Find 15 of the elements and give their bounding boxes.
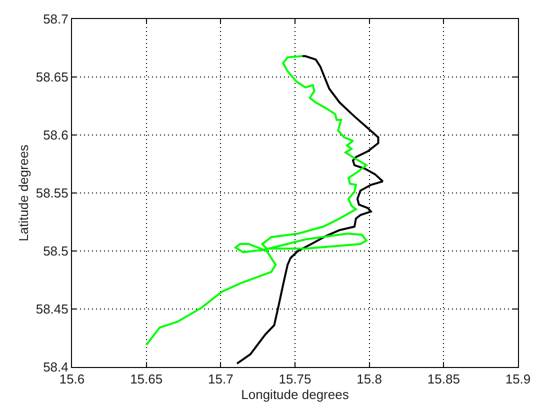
x-tick-label: 15.85 (427, 372, 460, 387)
x-tick-label: 15.9 (505, 372, 531, 387)
x-tick-label: 15.8 (356, 372, 382, 387)
y-tick-label: 58.6 (43, 128, 68, 143)
y-tick-label: 58.7 (43, 12, 68, 27)
y-tick-label: 58.55 (36, 186, 68, 201)
y-tick-label: 58.5 (43, 244, 68, 259)
y-axis-title: Latitude degrees (16, 144, 31, 242)
line-series (145, 55, 368, 346)
x-axis-title: Longitude degrees (241, 387, 350, 402)
x-tick-label: 15.75 (278, 372, 312, 387)
x-tick-label: 15.65 (130, 372, 163, 387)
x-tick-label: 15.7 (208, 372, 234, 387)
y-tick-label: 58.45 (36, 302, 68, 317)
y-tick-label: 58.65 (36, 70, 68, 85)
